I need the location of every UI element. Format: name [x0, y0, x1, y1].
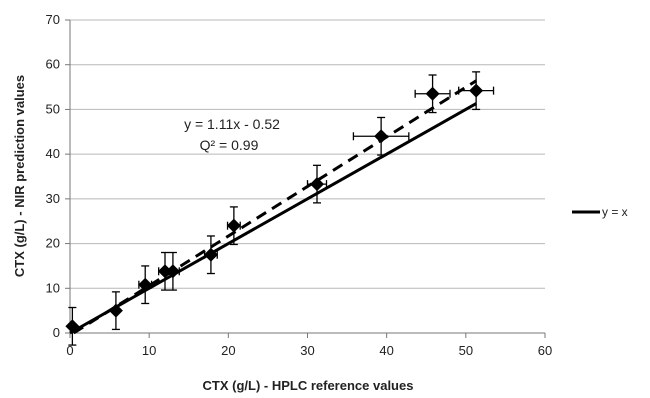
- y-tick-label: 10: [46, 280, 60, 295]
- y-tick-labels: 0 10 20 30 40 50 60 70: [46, 12, 70, 340]
- x-tick-label: 30: [300, 343, 314, 358]
- y-tick-label: 50: [46, 101, 60, 116]
- data-point: [165, 251, 180, 291]
- x-tick-label: 20: [221, 343, 235, 358]
- x-tick-label: 10: [142, 343, 156, 358]
- diamond-marker: [469, 83, 484, 98]
- x-axis-title: CTX (g/L) - HPLC reference values: [203, 378, 414, 393]
- legend-label: y = x: [602, 205, 628, 219]
- diamond-marker: [310, 177, 324, 192]
- y-tick-label: 70: [46, 12, 60, 27]
- data-point: [458, 71, 495, 111]
- y-axis-title: CTX (g/L) - NIR prediction values: [12, 75, 27, 277]
- y-tick-label: 20: [46, 236, 60, 251]
- data-point: [203, 235, 218, 275]
- diamond-marker: [65, 319, 80, 334]
- diamond-marker: [425, 86, 440, 101]
- fit-lines: [69, 79, 477, 335]
- data-point: [138, 265, 153, 305]
- x-tick-label: 50: [459, 343, 473, 358]
- diamond-marker: [374, 129, 389, 144]
- diamond-marker: [165, 264, 180, 279]
- q2-value: Q² = 0.99: [200, 137, 259, 153]
- diamond-marker: [138, 277, 153, 292]
- regression-line: [72, 79, 477, 335]
- x-tick-label: 0: [66, 343, 73, 358]
- x-tick-labels: 0 10 20 30 40 50 60: [66, 333, 552, 358]
- diamond-marker: [203, 247, 218, 262]
- y-tick-label: 30: [46, 191, 60, 206]
- regression-equation: y = 1.11x - 0.52: [184, 116, 280, 132]
- x-tick-label: 60: [538, 343, 552, 358]
- legend: y = x: [572, 205, 628, 219]
- data-point: [108, 291, 123, 331]
- diamond-marker: [226, 218, 241, 233]
- y-tick-label: 40: [46, 146, 60, 161]
- identity-line: [69, 102, 477, 335]
- diamond-marker: [108, 303, 123, 318]
- data-point: [226, 206, 241, 246]
- x-tick-label: 40: [379, 343, 393, 358]
- data-point: [306, 164, 328, 204]
- diamond-marker: [158, 264, 172, 279]
- data-points: [65, 71, 495, 346]
- y-tick-label: 0: [53, 325, 60, 340]
- data-point: [352, 116, 410, 156]
- data-point: [414, 74, 451, 114]
- gridlines: [70, 19, 545, 289]
- data-point: [65, 306, 80, 346]
- y-tick-label: 60: [46, 57, 60, 72]
